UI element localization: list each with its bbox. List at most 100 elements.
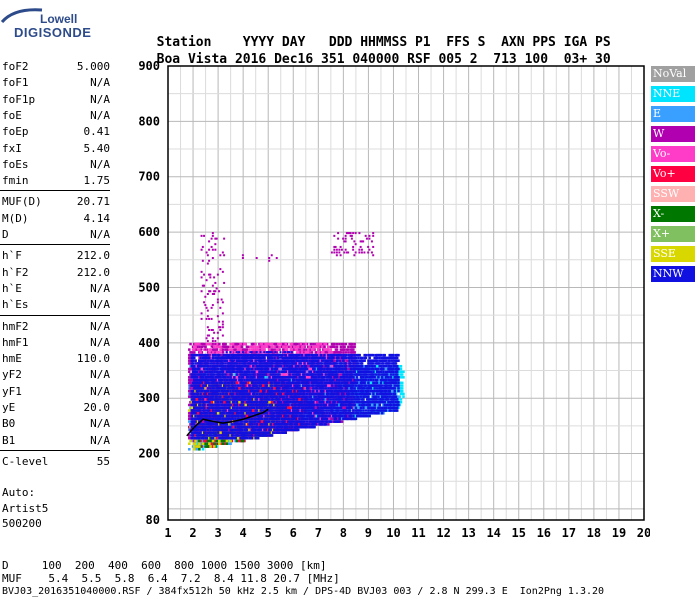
echo-point [225, 348, 229, 351]
echo-point [238, 387, 241, 390]
echo-point [214, 439, 217, 443]
echo-point [387, 381, 390, 385]
echo-point [201, 342, 205, 346]
echo-point [195, 448, 199, 451]
echo-point [389, 370, 393, 374]
echo-point [194, 348, 197, 351]
echo-point [236, 370, 240, 374]
echo-point [188, 381, 191, 385]
echo-point [236, 373, 240, 376]
echo-point [307, 376, 310, 379]
echo-point [289, 378, 293, 382]
plot-frame [167, 65, 645, 521]
echo-point [374, 381, 378, 385]
param-value: N/A [90, 433, 110, 447]
echo-point [383, 376, 386, 379]
echo-point [310, 389, 314, 393]
echo-point [210, 387, 214, 390]
echo-point [189, 409, 192, 412]
echo-point [335, 395, 339, 398]
echo-point [268, 373, 271, 376]
echo-point [382, 403, 385, 407]
echo-point [363, 364, 366, 368]
echo-point [189, 417, 192, 421]
echo-point [211, 362, 215, 365]
echo-point [308, 398, 311, 401]
echo-point [298, 364, 301, 368]
echo-point [379, 376, 383, 379]
echo-point [198, 370, 201, 374]
hdr-label-ddd: DDD [328, 35, 353, 50]
echo-point [221, 342, 225, 346]
echo-point [328, 364, 331, 368]
hdr-val-day: Dec16 [274, 52, 314, 67]
echo-point [229, 406, 232, 409]
echo-point [353, 376, 356, 379]
logo-digisonde: DIGISONDE [14, 25, 92, 40]
echo-point [205, 442, 209, 445]
echo-point [347, 370, 350, 374]
echo-point [188, 376, 191, 379]
echo-point [390, 403, 394, 407]
echo-point [214, 436, 217, 440]
echo-point [365, 406, 369, 409]
echo-point [397, 370, 400, 374]
echo-point [234, 373, 237, 376]
echo-point [369, 403, 373, 407]
echo-point [218, 356, 221, 360]
echo-point [377, 403, 380, 407]
x-tick-label: 10 [386, 526, 400, 540]
echo-point [206, 351, 210, 354]
param-value: N/A [90, 384, 110, 398]
echo-point [195, 414, 199, 418]
param-name: yF2 [2, 368, 22, 382]
param-value: N/A [90, 228, 110, 241]
echo-point [189, 436, 192, 440]
echo-point [264, 376, 267, 379]
echo-point [358, 395, 361, 398]
echo-point [312, 395, 315, 398]
param-name: h`F2 [2, 265, 29, 279]
echo-point [206, 367, 210, 371]
echo-point [225, 381, 229, 385]
echo-point [330, 398, 334, 401]
param-value: N/A [90, 157, 110, 171]
echo-point [385, 378, 389, 382]
echo-point [204, 409, 207, 412]
echo-point [394, 384, 398, 387]
echo-point [261, 395, 265, 398]
param-b0: B0 N/A [2, 416, 110, 431]
echo-point [189, 356, 192, 360]
echo-point [358, 389, 361, 393]
echo-point [337, 403, 340, 407]
echo-point [373, 373, 376, 376]
param-fof1: foF1 N/A [2, 75, 110, 90]
echo-point [315, 367, 319, 371]
echo-point [330, 420, 334, 423]
echo-point [340, 409, 344, 412]
echo-point [201, 370, 205, 374]
echo-point [188, 359, 191, 362]
echo-point [283, 417, 286, 421]
param-value: N/A [90, 108, 110, 122]
echo-point [353, 406, 356, 409]
echo-point [269, 367, 272, 371]
echo-point [368, 381, 371, 385]
echo-point [201, 389, 205, 393]
echo-point [241, 420, 245, 423]
echo-point [199, 367, 202, 371]
echo-point [196, 439, 200, 443]
param-foe: foE N/A [2, 108, 110, 123]
echo-point [243, 403, 246, 407]
echo-point [394, 398, 398, 401]
echo-point [188, 384, 191, 387]
echo-point [390, 376, 394, 379]
echo-point [400, 392, 404, 396]
param-value: 20.71 [76, 195, 110, 209]
echo-point [402, 392, 405, 396]
echo-point [273, 389, 276, 393]
echo-point [190, 367, 194, 371]
param-value: N/A [90, 76, 110, 90]
x-tick-label: 6 [290, 526, 297, 540]
auto-label: Auto: [2, 486, 36, 499]
